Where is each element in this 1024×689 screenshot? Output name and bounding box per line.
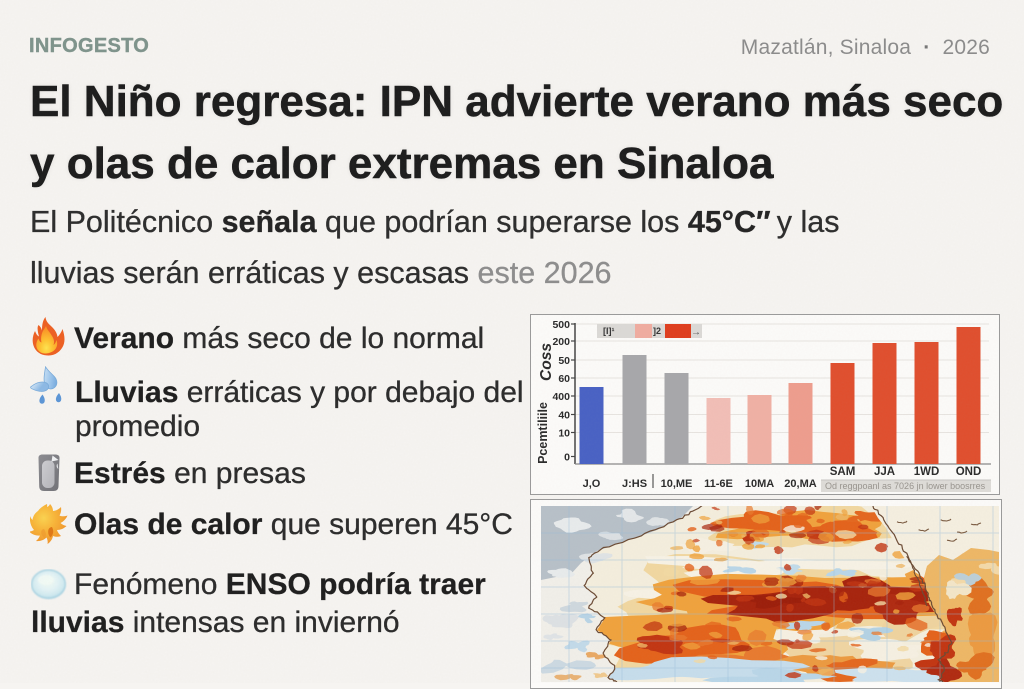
svg-text:J,O: J,O	[583, 478, 601, 490]
svg-text:OND: OND	[956, 466, 982, 478]
svg-text:Od reggpoanl as 7026 jn lower: Od reggpoanl as 7026 jn lower boosrres	[825, 481, 986, 491]
svg-text:20,MA: 20,MA	[784, 478, 816, 490]
svg-text:]2: ]2	[653, 326, 661, 336]
svg-text:60: 60	[558, 373, 570, 385]
svg-text:SAM: SAM	[830, 466, 856, 478]
svg-text:50: 50	[558, 355, 570, 367]
svg-text:[I]¹: [I]¹	[603, 326, 615, 336]
svg-text:Pcemtiliile: Pcemtiliile	[536, 402, 550, 464]
svg-text:J:HS: J:HS	[622, 478, 647, 490]
svg-text:500: 500	[552, 319, 570, 331]
svg-text:11-6E: 11-6E	[704, 478, 733, 490]
svg-text:200: 200	[552, 336, 570, 348]
svg-text:JJA: JJA	[874, 466, 895, 478]
svg-text:400: 400	[552, 391, 570, 403]
svg-text:10,ME: 10,ME	[661, 478, 693, 490]
svg-text:→: →	[691, 327, 701, 338]
svg-text:10MA: 10MA	[745, 478, 774, 490]
svg-text:10: 10	[558, 428, 570, 440]
svg-text:0: 0	[564, 452, 570, 464]
svg-text:40: 40	[558, 410, 570, 422]
svg-text:1WD: 1WD	[914, 466, 940, 478]
svg-text:Coss: Coss	[538, 343, 555, 381]
